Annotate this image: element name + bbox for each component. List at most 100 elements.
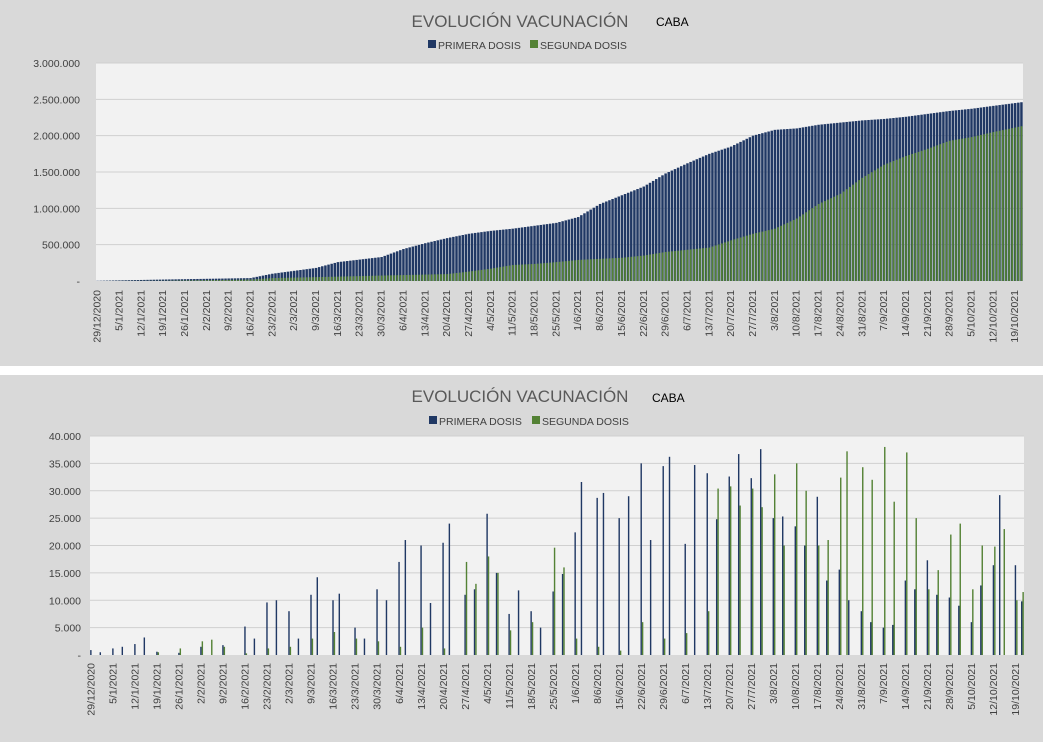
bar-segunda-dosis: [315, 277, 317, 281]
bar-primera-dosis: [230, 278, 234, 281]
bar-segunda-dosis: [1005, 129, 1007, 281]
x-tick-label: 29/12/2020: [86, 663, 98, 716]
bar-segunda-dosis: [761, 507, 763, 655]
bar-segunda-dosis: [773, 474, 776, 655]
bar-segunda-dosis: [245, 653, 248, 655]
bar-segunda-dosis: [749, 234, 751, 281]
bar-segunda-dosis: [908, 154, 911, 281]
bar-segunda-dosis: [727, 241, 729, 281]
bar-segunda-dosis: [605, 258, 608, 281]
bar-primera-dosis: [449, 237, 452, 281]
bar-segunda-dosis: [961, 138, 964, 281]
chart-region: CABA: [652, 391, 685, 405]
bar-segunda-dosis: [227, 279, 230, 281]
bar-primera-dosis: [776, 129, 780, 281]
x-tick-label: 18/5/2021: [529, 290, 541, 337]
bar-segunda-dosis: [199, 280, 202, 281]
bar-primera-dosis: [239, 278, 243, 281]
bar-segunda-dosis: [358, 276, 361, 281]
x-tick-label: 22/6/2021: [638, 290, 650, 337]
bar-segunda-dosis: [412, 274, 414, 281]
bar-primera-dosis: [266, 602, 268, 655]
bar-segunda-dosis: [430, 274, 433, 281]
bar-segunda-dosis: [533, 263, 536, 281]
bar-segunda-dosis: [497, 572, 499, 655]
bar-segunda-dosis: [667, 251, 670, 281]
x-tick-label: 8/6/2021: [594, 290, 606, 331]
x-tick-label: 7/9/2021: [878, 663, 890, 704]
bar-primera-dosis: [759, 449, 762, 655]
bar-primera-dosis: [739, 141, 742, 281]
bar-segunda-dosis: [511, 265, 514, 281]
bar-primera-dosis: [517, 590, 520, 655]
bar-segunda-dosis: [680, 250, 683, 281]
bar-primera-dosis: [427, 242, 430, 281]
bar-segunda-dosis: [942, 143, 945, 281]
bar-primera-dosis: [980, 585, 982, 655]
bar-primera-dosis: [502, 229, 505, 281]
bar-segunda-dosis: [937, 570, 939, 655]
x-tick-label: 5/10/2021: [966, 290, 978, 337]
bar-primera-dosis: [180, 279, 184, 281]
bar-primera-dosis: [492, 230, 496, 281]
bar-primera-dosis: [592, 207, 596, 281]
bar-segunda-dosis: [477, 270, 480, 281]
bar-segunda-dosis: [302, 277, 305, 281]
x-tick-label: 1/6/2021: [570, 663, 582, 704]
bar-primera-dosis: [684, 543, 686, 655]
x-tick-label: 24/8/2021: [834, 290, 846, 337]
bar-segunda-dosis: [799, 216, 801, 281]
bar-primera-dosis: [130, 280, 134, 281]
bar-segunda-dosis: [443, 648, 446, 655]
bars: [96, 102, 1023, 282]
bar-primera-dosis: [758, 134, 761, 281]
bar-primera-dosis: [346, 261, 349, 281]
bar-segunda-dosis: [914, 152, 917, 281]
bar-primera-dosis: [171, 279, 174, 281]
bar-segunda-dosis: [683, 250, 686, 281]
bar-primera-dosis: [99, 652, 102, 655]
bar-segunda-dosis: [563, 567, 565, 655]
bar-primera-dosis: [486, 513, 488, 655]
bar-primera-dosis: [692, 160, 695, 281]
bar-primera-dosis: [411, 246, 415, 281]
bar-primera-dosis: [693, 465, 696, 655]
x-tick-label: 2/2/2021: [201, 290, 213, 331]
bar-segunda-dosis: [751, 488, 754, 655]
bar-segunda-dosis: [733, 239, 736, 281]
bar-segunda-dosis: [486, 269, 489, 281]
bar-primera-dosis: [561, 573, 564, 655]
bar-segunda-dosis: [686, 249, 689, 281]
bar-primera-dosis: [804, 545, 806, 655]
bar-segunda-dosis: [543, 263, 545, 281]
bar-segunda-dosis: [596, 258, 598, 281]
bar-primera-dosis: [661, 175, 664, 281]
bar-segunda-dosis: [380, 275, 383, 281]
bar-primera-dosis: [914, 589, 916, 655]
bar-segunda-dosis: [212, 280, 214, 281]
bar-primera-dosis: [589, 209, 592, 281]
x-tick-label: 5/1/2021: [108, 663, 120, 704]
bar-primera-dosis: [90, 650, 92, 655]
x-tick-label: 6/7/2021: [680, 663, 692, 704]
bar-primera-dosis: [564, 220, 567, 281]
bar-segunda-dosis: [296, 277, 299, 281]
bar-primera-dosis: [286, 271, 290, 281]
x-tick-label: 16/2/2021: [240, 663, 252, 710]
legend-swatch-primera: [428, 40, 436, 48]
bar-segunda-dosis: [259, 278, 261, 281]
bar-segunda-dosis: [948, 140, 951, 281]
bar-segunda-dosis: [558, 261, 561, 281]
bar-primera-dosis: [464, 594, 466, 655]
daily-chart: EVOLUCIÓN VACUNACIÓN CABA PRIMERA DOSIS …: [49, 387, 1024, 716]
bar-segunda-dosis: [1003, 529, 1005, 655]
bar-primera-dosis: [714, 151, 717, 281]
bar-primera-dosis: [545, 224, 549, 281]
bar-primera-dosis: [338, 593, 341, 655]
x-tick-label: 4/5/2021: [485, 290, 497, 331]
bar-segunda-dosis: [646, 255, 648, 281]
bar-primera-dosis: [495, 572, 498, 655]
x-tick-label: 17/8/2021: [813, 290, 825, 337]
legend-label-segunda: SEGUNDA DOSIS: [542, 416, 629, 428]
bar-segunda-dosis: [818, 545, 820, 655]
